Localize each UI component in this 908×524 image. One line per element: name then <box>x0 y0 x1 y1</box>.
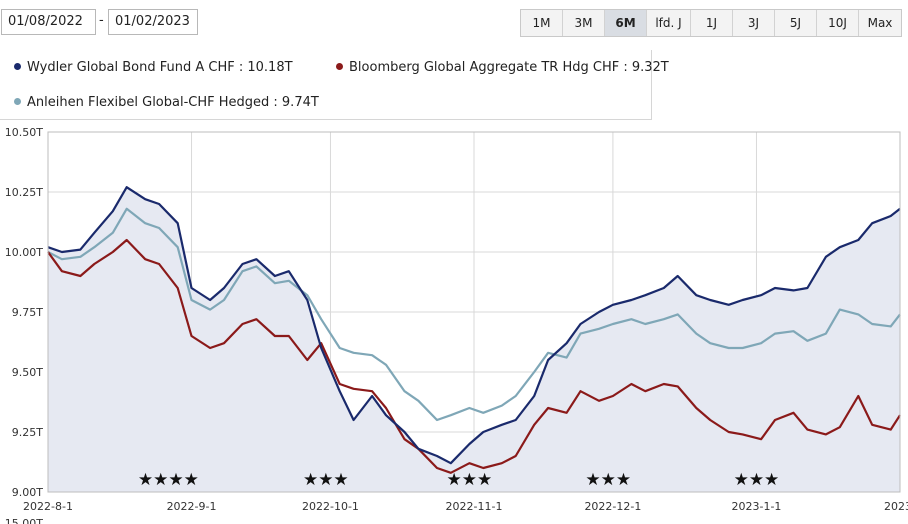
y-tick-label: 9.25T <box>12 426 43 439</box>
rating-stars: ★★★ <box>585 470 631 490</box>
rating-stars: ★★★ <box>734 470 780 490</box>
legend-marker-bloomberg <box>336 63 343 70</box>
range-button-ytd[interactable]: lfd. J <box>647 10 691 36</box>
performance-chart: 9.00T 9.25T 9.50T 9.75T 10.00T 10.25T 10.50T 20… <box>5 126 908 524</box>
y-tick-label: 10.50T <box>5 126 43 139</box>
rating-stars: ★★★ <box>303 470 349 490</box>
y-tick-label-cutoff: 15.00T <box>5 517 43 524</box>
series-line-1 <box>47 238 901 474</box>
x-tick-label: 2023- <box>884 500 908 513</box>
y-tick-label: 9.75T <box>12 306 43 319</box>
y-tick-label: 9.00T <box>12 486 43 499</box>
series-line-2 <box>47 207 901 422</box>
legend-marker-anleihen <box>14 98 21 105</box>
date-to-input[interactable]: 01/02/2023 <box>108 9 198 35</box>
range-button-1m[interactable]: 1M <box>521 10 563 36</box>
range-button-5y[interactable]: 5J <box>775 10 817 36</box>
x-tick-label: 2023-1-1 <box>731 500 781 513</box>
legend-label-wydler: Wydler Global Bond Fund A CHF : 10.18T <box>27 60 293 75</box>
legend-marker-wydler <box>14 63 21 70</box>
series-line-0 <box>47 186 901 465</box>
legend-item-wydler[interactable]: Wydler Global Bond Fund A CHF : 10.18T <box>14 60 293 75</box>
date-separator: - <box>99 13 104 28</box>
plot-border <box>47 131 901 493</box>
range-button-3y[interactable]: 3J <box>733 10 775 36</box>
date-from-input[interactable]: 01/08/2022 <box>1 9 96 35</box>
legend-item-bloomberg[interactable]: Bloomberg Global Aggregate TR Hdg CHF : … <box>336 60 669 75</box>
x-tick-label: 2022-11-1 <box>446 500 503 513</box>
chart-legend: Wydler Global Bond Fund A CHF : 10.18T B… <box>0 50 669 120</box>
range-button-3m[interactable]: 3M <box>563 10 605 36</box>
x-tick-label: 2022-9-1 <box>167 500 217 513</box>
y-tick-label: 10.25T <box>5 186 43 199</box>
range-button-1y[interactable]: 1J <box>691 10 733 36</box>
y-tick-label: 9.50T <box>12 366 43 379</box>
x-tick-label: 2022-12-1 <box>584 500 641 513</box>
rating-stars: ★★★★ <box>138 470 199 490</box>
range-button-6m[interactable]: 6M <box>605 10 647 36</box>
y-tick-label: 10.00T <box>5 246 43 259</box>
range-button-10y[interactable]: 10J <box>817 10 859 36</box>
x-tick-label: 2022-8-1 <box>23 500 73 513</box>
x-tick-label: 2022-10-1 <box>302 500 359 513</box>
legend-label-anleihen: Anleihen Flexibel Global-CHF Hedged : 9.… <box>27 95 319 110</box>
range-button-group: 1M 3M 6M lfd. J 1J 3J 5J 10J Max <box>520 9 902 37</box>
legend-item-anleihen[interactable]: Anleihen Flexibel Global-CHF Hedged : 9.… <box>14 95 319 110</box>
legend-label-bloomberg: Bloomberg Global Aggregate TR Hdg CHF : … <box>349 60 669 75</box>
range-button-max[interactable]: Max <box>859 10 901 36</box>
rating-stars: ★★★ <box>447 470 493 490</box>
